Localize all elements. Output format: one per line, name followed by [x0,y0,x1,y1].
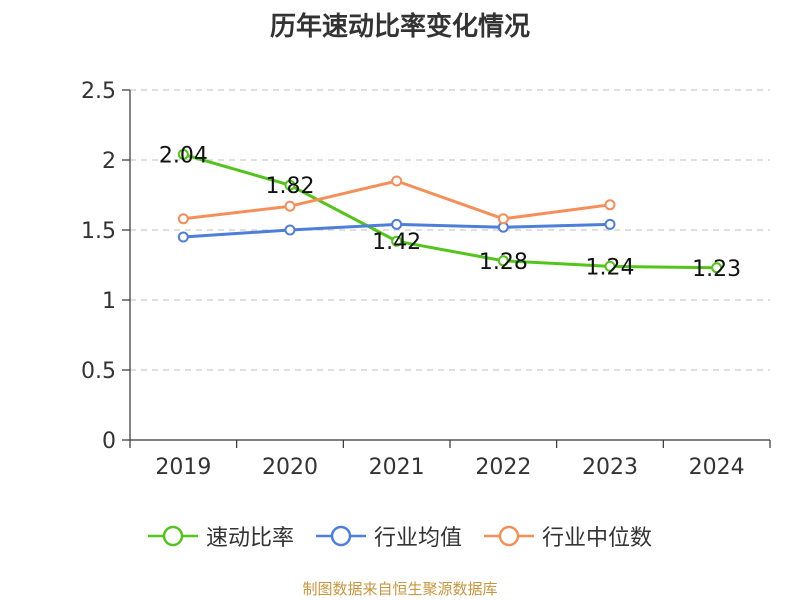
data-label: 1.82 [266,174,315,199]
legend-marker-industry-average [315,525,366,547]
data-point-quick-ratio [177,148,189,160]
data-point-quick-ratio [711,262,723,274]
legend: 速动比率 行业均值 行业中位数 [0,520,800,552]
legend-item-industry-average[interactable]: 行业均值 [315,520,462,552]
series-line-quick-ratio [182,152,717,270]
legend-item-quick-ratio[interactable]: 速动比率 [147,520,294,552]
data-point-industry-average [177,231,189,243]
legend-item-industry-median[interactable]: 行业中位数 [484,520,652,552]
data-point-industry-median [497,213,509,225]
data-label: 1.23 [692,257,741,282]
data-point-industry-median [391,175,403,187]
data-label: 1.42 [372,230,421,255]
x-tick-label: 2023 [582,455,638,480]
data-label: 1.24 [586,255,635,280]
legend-marker-quick-ratio [147,525,198,547]
y-tick-label: 2.5 [81,79,116,104]
data-point-quick-ratio [284,179,296,191]
data-point-quick-ratio [391,235,403,247]
data-label: 2.04 [159,143,208,168]
data-label: 1.28 [479,250,528,275]
x-tick-label: 2019 [155,455,211,480]
legend-marker-industry-median [484,525,534,547]
x-tick-label: 2020 [262,455,318,480]
line-chart: 0 0.5 1 1.5 2 2.5 2019 2020 2021 2022 2023 2024 2.04… [81,79,771,480]
y-tick-label: 0 [102,429,116,454]
data-point-quick-ratio [497,255,509,267]
data-point-industry-median [177,213,189,225]
source-note: 制图数据来自恒生聚源数据库 [302,580,498,598]
chart-title: 历年速动比率变化情况 [269,12,530,42]
y-tick-label: 2 [102,149,116,174]
data-point-industry-median [284,200,296,212]
data-point-industry-average [604,218,616,230]
x-tick-label: 2024 [689,455,745,480]
x-tick-label: 2021 [369,455,425,480]
y-tick-label: 0.5 [81,359,116,384]
series-line-industry-median [183,179,611,221]
y-tick-label: 1.5 [81,219,116,244]
x-tick-label: 2022 [475,455,531,480]
legend-label-industry-median: 行业中位数 [542,526,653,551]
legend-label-quick-ratio: 速动比率 [205,526,294,551]
data-point-quick-ratio [604,260,616,272]
legend-label-industry-average: 行业均值 [373,526,462,551]
data-point-industry-median [604,199,616,211]
data-point-industry-average [284,224,296,236]
y-tick-label: 1 [102,289,116,314]
data-point-industry-average [391,218,403,230]
